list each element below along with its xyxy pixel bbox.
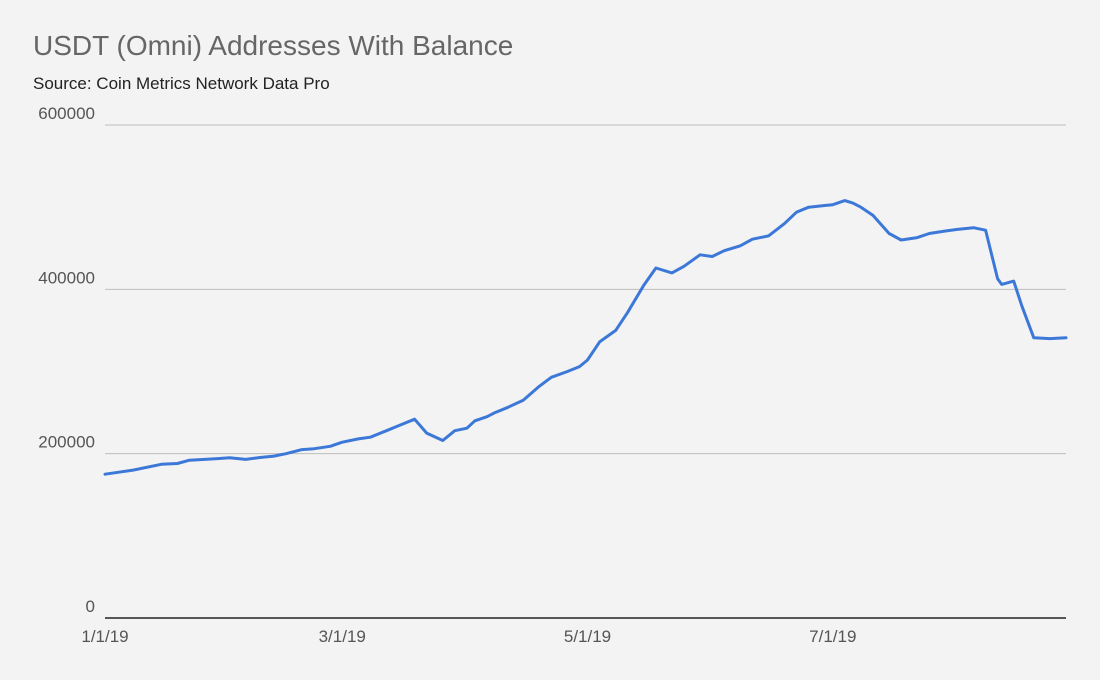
- series-layer: [103, 199, 1068, 476]
- gridlines: [105, 124, 1066, 455]
- x-tick-label: 7/1/19: [809, 627, 856, 646]
- x-axis-ticks: 1/1/19 3/1/19 5/1/19 7/1/19: [81, 627, 856, 646]
- x-tick-label: 1/1/19: [81, 627, 128, 646]
- y-tick-label: 400000: [38, 268, 95, 287]
- y-tick-label: 600000: [38, 104, 95, 123]
- chart-subtitle: Source: Coin Metrics Network Data Pro: [33, 74, 330, 93]
- chart-title: USDT (Omni) Addresses With Balance: [33, 30, 514, 61]
- x-tick-label: 3/1/19: [319, 627, 366, 646]
- y-axis-ticks: 0 200000 400000 600000: [38, 104, 95, 616]
- y-tick-label: 200000: [38, 433, 95, 452]
- y-tick-label: 0: [86, 597, 95, 616]
- series-line-0: [103, 199, 1068, 476]
- x-tick-label: 5/1/19: [564, 627, 611, 646]
